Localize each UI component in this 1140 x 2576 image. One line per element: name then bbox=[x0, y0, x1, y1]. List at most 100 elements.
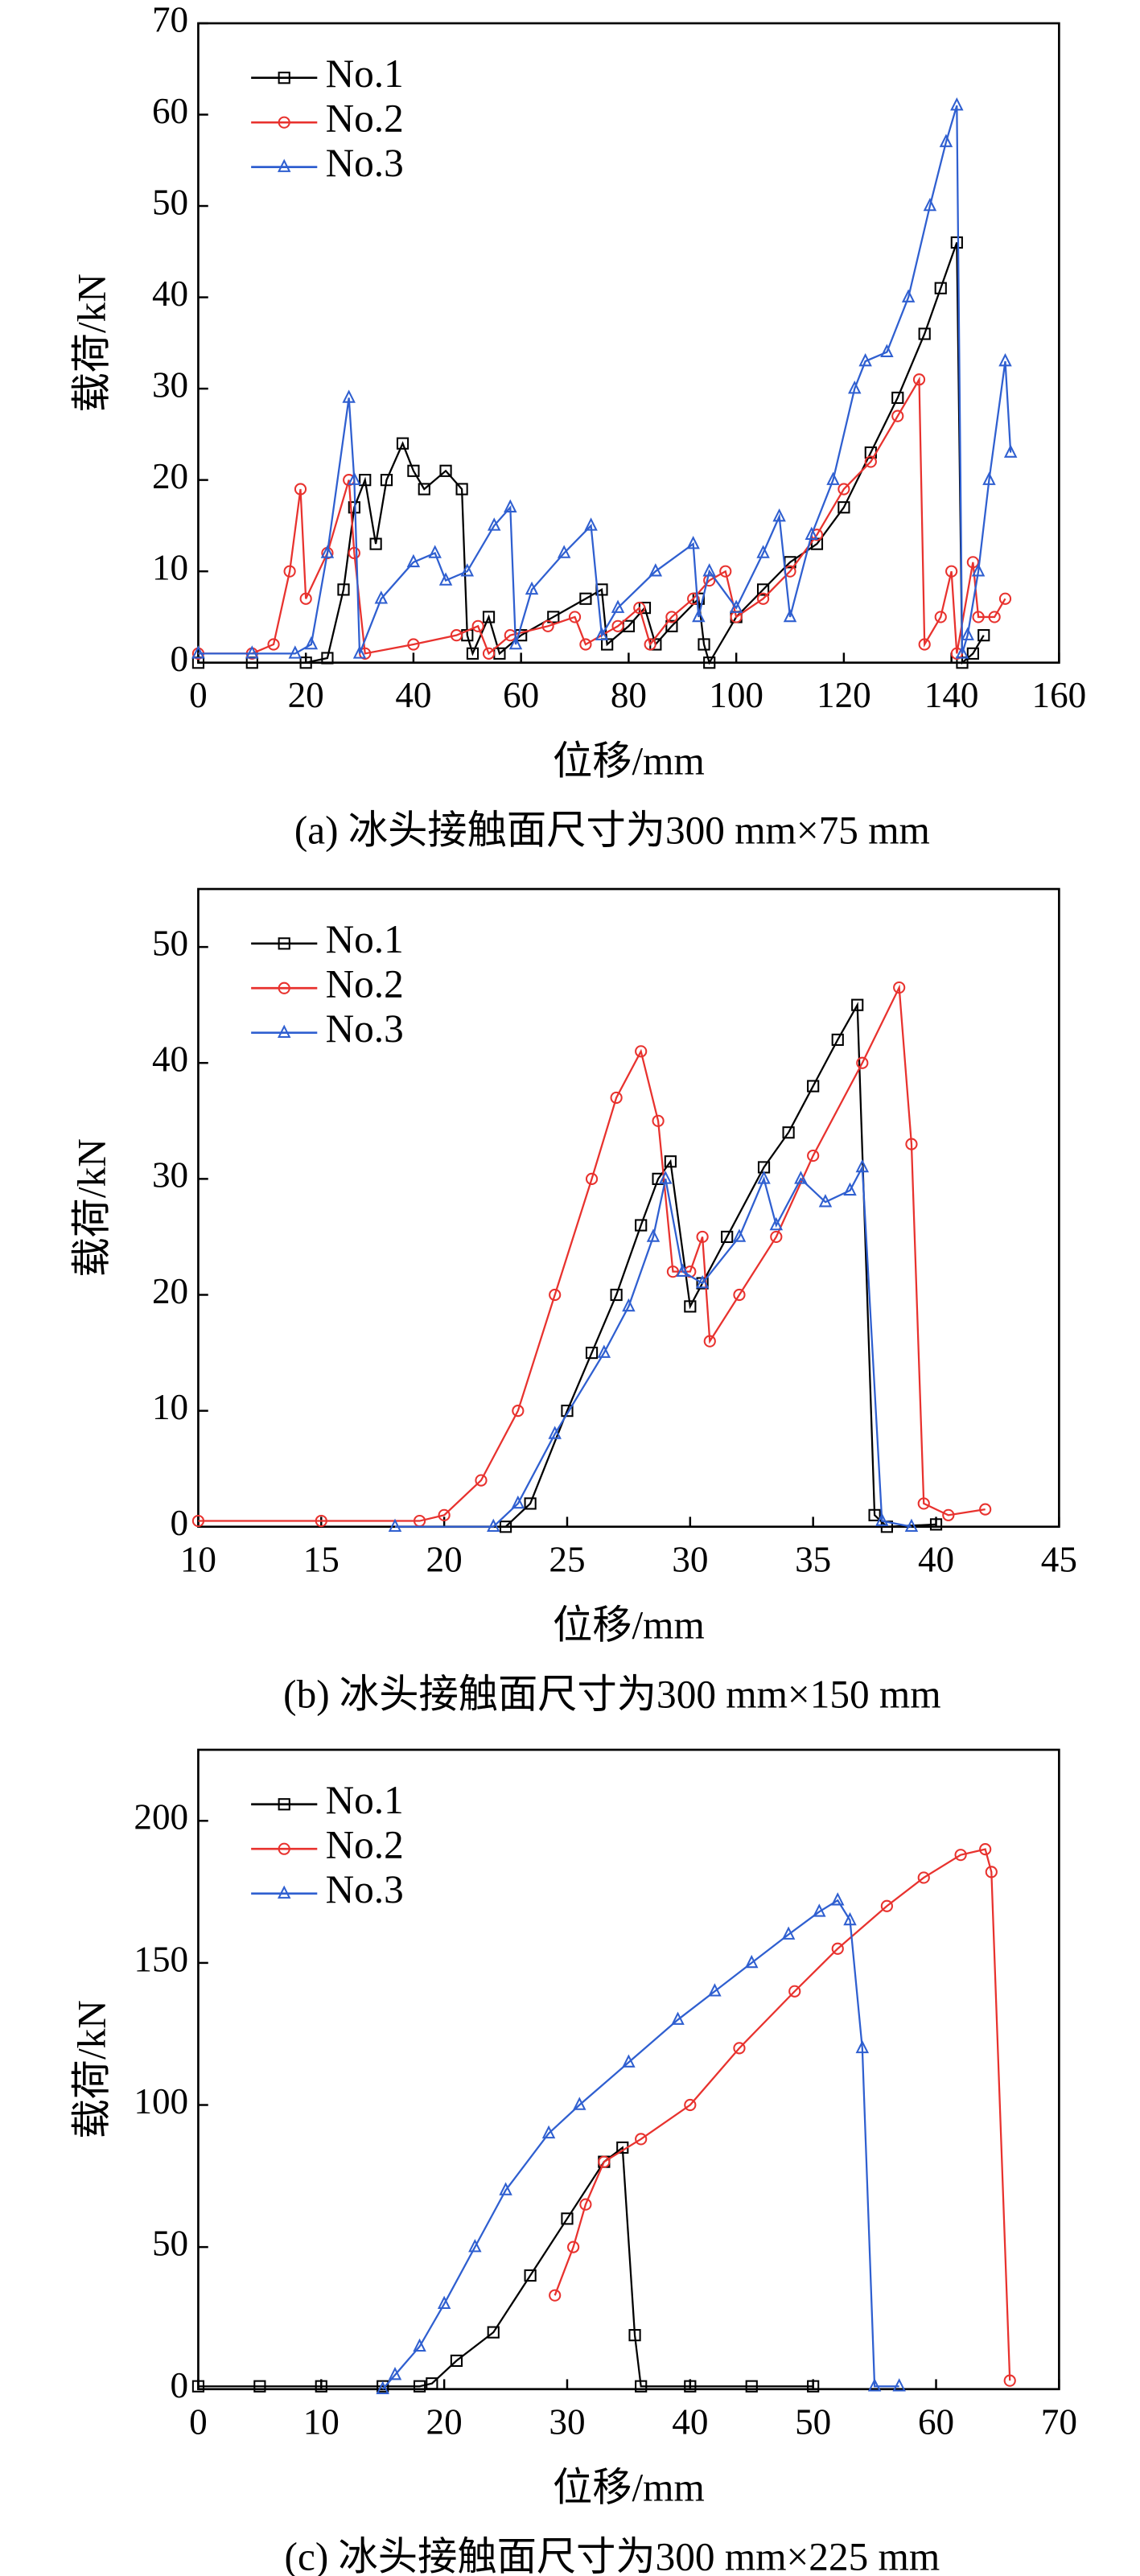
caption: (c) 冰头接触面尺寸为300 mm×225 mm bbox=[285, 2535, 940, 2576]
marker bbox=[568, 611, 582, 623]
marker bbox=[985, 1866, 998, 1879]
marker bbox=[635, 1219, 648, 1232]
x-tick-label: 25 bbox=[549, 1539, 585, 1579]
marker bbox=[508, 636, 523, 650]
marker bbox=[407, 464, 420, 477]
legend-label: No.1 bbox=[326, 51, 404, 96]
marker bbox=[499, 1520, 512, 1533]
marker bbox=[278, 1798, 290, 1811]
marker bbox=[721, 1230, 734, 1244]
marker bbox=[438, 572, 453, 586]
marker bbox=[831, 1942, 844, 1955]
marker bbox=[267, 638, 280, 651]
marker bbox=[455, 483, 468, 496]
marker bbox=[772, 508, 786, 522]
marker bbox=[549, 1288, 562, 1302]
marker bbox=[1003, 2374, 1016, 2387]
marker bbox=[942, 1508, 955, 1521]
marker bbox=[407, 638, 420, 651]
marker bbox=[843, 1182, 857, 1196]
marker bbox=[955, 645, 969, 659]
marker bbox=[396, 437, 409, 450]
marker bbox=[855, 1158, 870, 1173]
y-tick-label: 40 bbox=[152, 1039, 188, 1080]
marker bbox=[304, 636, 319, 650]
marker bbox=[732, 1228, 747, 1242]
marker bbox=[977, 629, 990, 642]
marker bbox=[374, 591, 389, 604]
marker bbox=[659, 1171, 673, 1184]
marker bbox=[288, 645, 302, 659]
marker bbox=[745, 2380, 758, 2393]
marker bbox=[676, 1263, 689, 1277]
x-tick-label: 10 bbox=[303, 2401, 340, 2442]
marker bbox=[892, 2378, 906, 2392]
marker bbox=[278, 981, 290, 994]
marker bbox=[438, 1508, 451, 1521]
marker bbox=[348, 546, 360, 560]
series-line bbox=[198, 242, 985, 665]
x-axis-label: 位移/mm bbox=[553, 739, 705, 783]
marker bbox=[487, 517, 501, 531]
legend-label: No.2 bbox=[326, 96, 404, 140]
marker bbox=[388, 2366, 402, 2381]
marker bbox=[912, 373, 926, 386]
marker bbox=[826, 471, 840, 485]
x-tick-label: 0 bbox=[189, 2401, 208, 2442]
x-tick-label: 80 bbox=[611, 675, 647, 715]
marker bbox=[573, 2097, 586, 2110]
marker bbox=[664, 1155, 677, 1168]
legend-label: No.1 bbox=[326, 917, 404, 961]
marker bbox=[450, 2354, 463, 2368]
marker bbox=[671, 2011, 685, 2025]
marker bbox=[901, 289, 916, 302]
marker bbox=[549, 2289, 562, 2302]
marker bbox=[891, 409, 904, 422]
marker bbox=[487, 1518, 500, 1533]
marker bbox=[818, 1194, 833, 1208]
marker bbox=[934, 611, 947, 623]
marker bbox=[648, 563, 663, 577]
marker bbox=[646, 1228, 661, 1242]
marker bbox=[413, 2380, 426, 2393]
marker bbox=[923, 197, 937, 212]
marker bbox=[597, 1344, 611, 1358]
marker bbox=[635, 1045, 648, 1058]
marker bbox=[622, 1298, 636, 1312]
marker bbox=[684, 1300, 697, 1313]
marker bbox=[807, 1080, 820, 1093]
y-tick-label: 50 bbox=[152, 2223, 188, 2263]
marker bbox=[547, 611, 560, 623]
marker bbox=[905, 1138, 918, 1150]
marker bbox=[418, 483, 430, 496]
plot-frame bbox=[197, 1748, 1060, 2391]
marker bbox=[633, 601, 646, 615]
marker bbox=[380, 474, 393, 487]
x-tick-label: 60 bbox=[503, 675, 539, 715]
marker bbox=[893, 981, 906, 994]
marker bbox=[388, 1518, 402, 1533]
marker bbox=[966, 556, 979, 569]
marker bbox=[439, 464, 452, 477]
marker bbox=[880, 344, 894, 357]
y-tick-label: 200 bbox=[134, 1797, 188, 1837]
marker bbox=[278, 72, 290, 84]
y-tick-label: 20 bbox=[152, 456, 188, 496]
marker bbox=[733, 2042, 746, 2055]
marker bbox=[998, 352, 1012, 367]
marker bbox=[692, 608, 706, 623]
marker bbox=[437, 2295, 451, 2310]
marker bbox=[954, 1849, 967, 1862]
series-line bbox=[394, 1163, 912, 1528]
marker bbox=[595, 627, 609, 640]
marker bbox=[666, 1265, 680, 1278]
marker bbox=[512, 1405, 525, 1418]
marker bbox=[838, 483, 850, 496]
marker bbox=[961, 627, 974, 640]
marker bbox=[757, 1171, 771, 1184]
marker bbox=[611, 619, 624, 632]
marker bbox=[939, 134, 953, 147]
marker bbox=[348, 471, 361, 485]
marker bbox=[557, 545, 571, 558]
marker bbox=[929, 1518, 943, 1531]
